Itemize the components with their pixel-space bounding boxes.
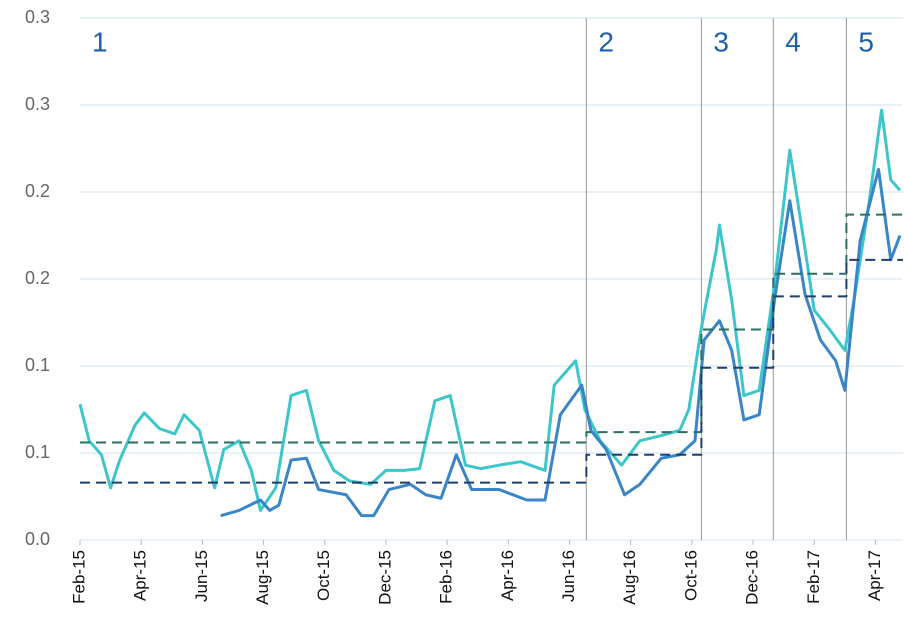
- y-tick-label: 0.2: [25, 268, 50, 288]
- x-tick-label: Feb-17: [804, 550, 823, 604]
- x-tick-label: Aug-15: [253, 550, 272, 605]
- y-tick-label: 0.2: [25, 181, 50, 201]
- x-tick-label: Feb-16: [437, 550, 456, 604]
- series-line: [78, 108, 902, 512]
- y-tick-label: 0.3: [25, 7, 50, 27]
- x-tick-label: Jun-15: [192, 550, 211, 602]
- x-tick-label: Apr-16: [498, 550, 517, 601]
- y-tick-label: 0.3: [25, 94, 50, 114]
- x-tick-label: Apr-15: [131, 550, 150, 601]
- step-line: [80, 258, 903, 484]
- x-tick-label: Jun-16: [559, 550, 578, 602]
- region-label: 3: [713, 26, 729, 57]
- y-tick-label: 0.0: [25, 529, 50, 549]
- x-tick-label: Dec-15: [375, 550, 394, 605]
- region-label: 4: [785, 26, 801, 57]
- region-label: 1: [92, 26, 108, 57]
- region-label: 2: [598, 26, 614, 57]
- x-tick-label: Oct-16: [681, 550, 700, 601]
- series-line: [220, 167, 902, 518]
- y-tick-label: 0.1: [25, 442, 50, 462]
- x-tick-label: Apr-17: [865, 550, 884, 601]
- x-tick-label: Dec-16: [743, 550, 762, 605]
- region-label: 5: [858, 26, 874, 57]
- x-tick-label: Oct-15: [314, 550, 333, 601]
- x-tick-label: Aug-16: [620, 550, 639, 605]
- step-line: [80, 213, 903, 444]
- y-tick-label: 0.1: [25, 355, 50, 375]
- x-tick-label: Feb-15: [69, 550, 88, 604]
